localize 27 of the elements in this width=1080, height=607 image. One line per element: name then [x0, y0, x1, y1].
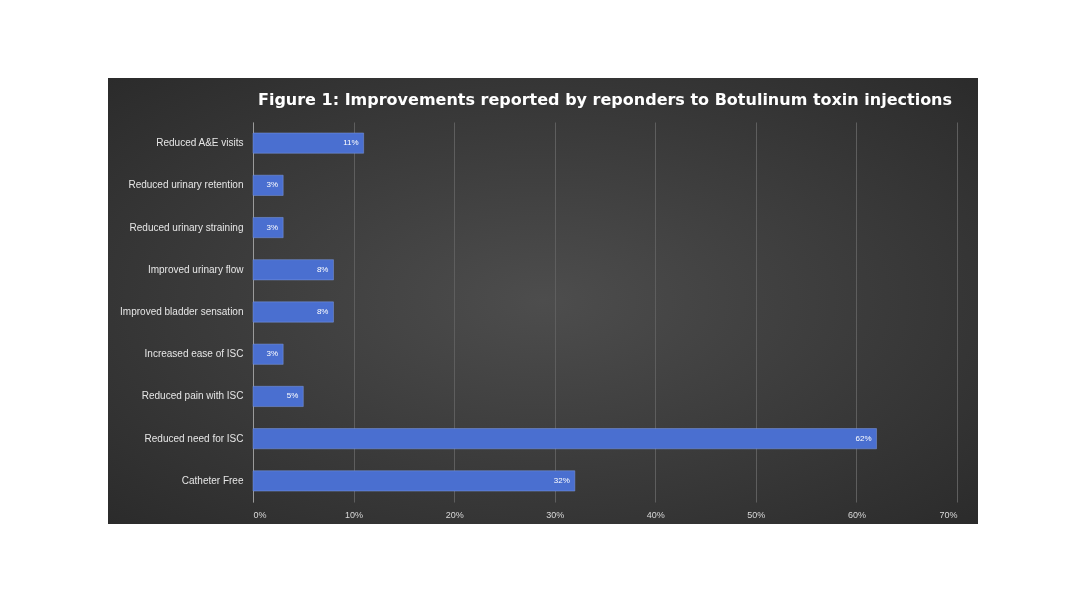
y-tick-label: Reduced pain with ISC: [141, 390, 244, 402]
data-label: 5%: [286, 391, 299, 401]
data-label: 8%: [316, 307, 329, 316]
data-label: 8%: [316, 264, 329, 274]
y-tick-label: Reduced need for ISC: [144, 432, 244, 444]
y-tick-label: Reduced A&E visits: [156, 137, 244, 149]
x-tick-label: 50%: [747, 509, 766, 520]
chart-title: Figure 1: Improvements reported by reponders to Botulinum toxin injections: [257, 90, 953, 109]
y-tick-label: Improved bladder sensation: [120, 306, 244, 317]
x-tick-label: 30%: [546, 509, 565, 520]
y-tick-label: Reduced urinary retention: [128, 179, 244, 191]
data-label: 32%: [553, 475, 570, 485]
y-tick-label: Reduced urinary straining: [129, 221, 244, 233]
data-label: 3%: [266, 349, 279, 359]
x-tick-label: 0%: [253, 509, 267, 520]
x-tick-label: 70%: [939, 509, 958, 520]
x-tick-label: 20%: [445, 509, 464, 520]
data-label: 3%: [266, 180, 279, 190]
data-label: 3%: [266, 222, 279, 232]
y-tick-label: Improved urinary flow: [147, 263, 245, 275]
x-tick-label: 60%: [847, 509, 866, 520]
y-tick-label: Increased ease of ISC: [144, 348, 244, 360]
y-tick-label: Catheter Free: [181, 474, 244, 486]
x-tick-label: 40%: [646, 509, 665, 520]
data-label: 62%: [855, 433, 872, 443]
data-label: 11%: [343, 138, 359, 148]
x-tick-label: 10%: [345, 509, 364, 520]
